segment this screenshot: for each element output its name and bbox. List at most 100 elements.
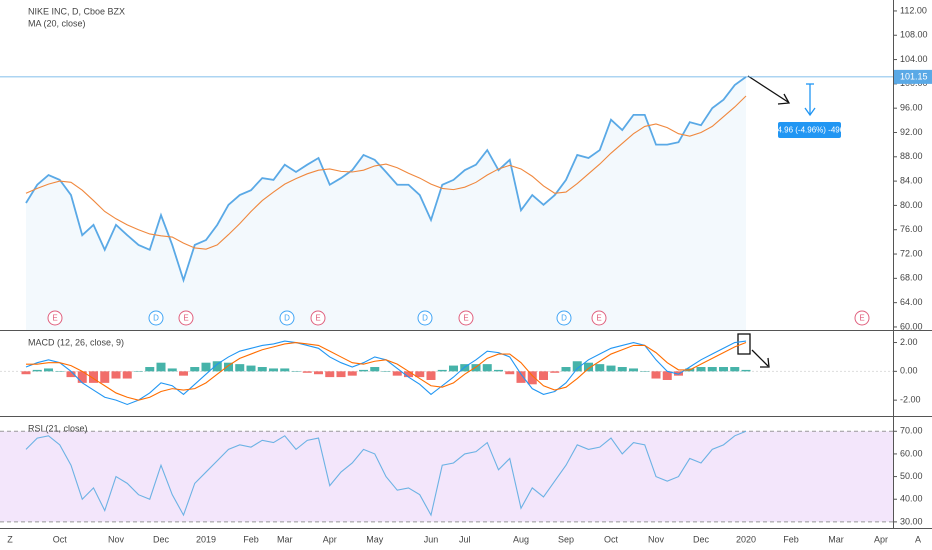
event-label: E [859,314,864,323]
x-tick-label: Apr [874,534,888,544]
y-tick-label: 68.00 [900,273,923,283]
histogram-bar [336,371,346,378]
histogram-bar [235,364,245,372]
event-marker [148,310,164,326]
y-tick-label: 92.00 [900,127,923,137]
x-tick-label: Dec [153,534,170,544]
histogram-bar [325,371,335,378]
histogram-bar [640,371,650,372]
y-tick-label: 80.00 [900,200,923,210]
histogram-bar [179,371,188,376]
histogram-bar [561,367,571,372]
x-tick-label: 2019 [196,534,216,544]
event-label: E [52,314,57,323]
x-tick-label: Sep [558,534,574,544]
pane: -2.00 0.00 2.00 MACD (12, 26, close, 9) [0,337,921,406]
pane: 60.00 64.00 68.00 72.00 76.00 80.00 84.00 88.00… [0,5,932,331]
event-marker [417,310,433,326]
histogram-bar [201,362,211,372]
x-tick-label: Oct [604,534,619,544]
histogram-bar [359,369,368,372]
event-label: E [463,314,468,323]
x-tick-label: Dec [693,534,710,544]
x-tick-label: Apr [323,534,337,544]
histogram-bar [426,371,436,380]
arrow-head [777,93,791,105]
last-price-label: 101.15 [900,71,928,81]
pane-title: MACD (12, 26, close, 9) [28,337,124,347]
x-tick-label: May [366,534,384,544]
histogram-bar [415,371,425,378]
histogram-bar [617,367,627,372]
y-tick-label: -2.00 [900,395,921,405]
histogram-bar [370,367,380,372]
x-tick-label: Feb [243,534,259,544]
histogram-bar [291,371,301,372]
event-label: E [596,314,601,323]
histogram-bar [100,371,110,383]
histogram-bar [190,367,200,372]
histogram-bar [539,371,548,380]
price-area [26,76,746,330]
event-label: E [183,314,188,323]
y-tick-label: 72.00 [900,248,923,258]
x-tick-label: Aug [513,534,529,544]
histogram-bar [482,364,492,372]
y-tick-label: 76.00 [900,224,923,234]
event-marker [556,310,572,326]
histogram-bar [516,371,526,383]
series-line [25,430,747,517]
y-tick-label: 2.00 [900,337,918,347]
histogram-bar [314,371,323,375]
y-tick-label: 104.00 [900,54,928,64]
histogram-bar [437,369,447,372]
histogram-bar [595,364,605,372]
histogram-bar [257,367,267,372]
arrow-head [760,357,770,368]
histogram-bar [494,369,503,372]
measure-box [778,122,841,138]
event-label: D [561,314,567,323]
toolbar-right[interactable]: A [915,534,921,544]
x-tick-label: Nov [108,534,125,544]
y-tick-label: 0.00 [900,366,918,376]
arrow-line [747,75,789,103]
y-tick-label: 60.00 [900,448,923,458]
histogram-bar [707,367,717,372]
x-tick-label: 2020 [736,534,756,544]
histogram-bar [111,371,121,379]
histogram-bar [224,362,233,372]
x-tick-label: Oct [53,534,68,544]
x-tick-label: Feb [783,534,799,544]
histogram-bar [302,371,312,373]
histogram-bar [674,371,683,376]
event-marker [47,310,63,326]
rsi-band [0,431,893,522]
histogram-bar [662,371,672,380]
histogram-bar [651,371,661,379]
y-tick-label: 84.00 [900,175,923,185]
signal-line [26,341,747,401]
event-label: D [284,314,290,323]
event-label: D [153,314,159,323]
event-marker [458,310,474,326]
histogram-bar [629,368,638,372]
toolbar-left[interactable]: Z [7,534,13,544]
histogram-bar [505,371,515,375]
histogram-bar [246,365,256,372]
last-price-tag [894,69,932,84]
x-tick-label: Mar [828,534,844,544]
histogram-bar [584,362,593,372]
series-line [25,76,747,284]
y-tick-label: 60.00 [900,321,923,331]
histogram-bar [404,371,413,378]
histogram-bar [572,361,582,372]
pane: 30.00 40.00 50.00 60.00 70.00 RSI (21, close) [0,423,923,526]
x-tick-label: Jun [424,534,439,544]
histogram-bar [741,369,751,372]
histogram-bar [66,371,76,378]
histogram-bar [381,371,391,372]
y-tick-label: 112.00 [900,5,927,15]
x-tick-label: Jul [459,534,471,544]
